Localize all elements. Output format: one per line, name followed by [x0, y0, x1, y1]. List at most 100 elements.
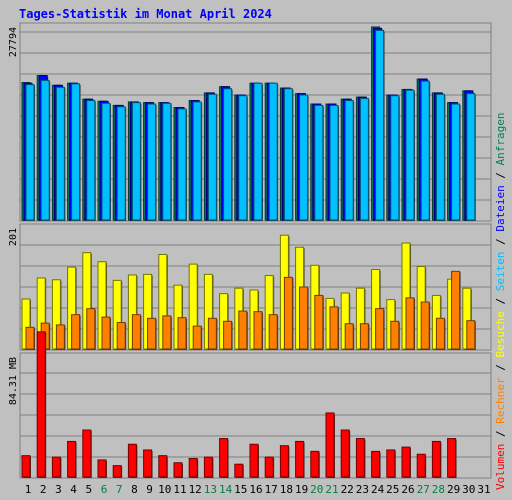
- bar-rechner-day-17: [268, 314, 278, 350]
- x-tick-label: 1: [25, 483, 32, 496]
- bar-volumen-day-3: [51, 456, 61, 478]
- bar-volumen-day-16: [249, 443, 259, 478]
- bar-seiten-day-1: [25, 84, 35, 221]
- bar-volumen-day-20: [310, 450, 320, 478]
- bar-rechner-day-12: [192, 325, 202, 350]
- legend-item-dateien: Dateien: [494, 185, 507, 231]
- bar-volumen-day-13: [203, 456, 213, 478]
- legend-item-seiten: Seiten: [494, 252, 507, 292]
- y-axis-label: 201: [8, 228, 19, 246]
- x-tick-label: 14: [219, 483, 233, 496]
- bar-rechner-day-22: [344, 323, 354, 350]
- bar-seiten-day-10: [162, 102, 172, 221]
- panel-top: 27794: [8, 22, 492, 222]
- bar-rechner-day-1: [25, 326, 35, 350]
- bar-volumen-day-6: [97, 459, 107, 478]
- x-tick-label: 10: [158, 483, 171, 496]
- bar-seiten-day-19: [299, 94, 309, 221]
- bar-seiten-day-17: [268, 82, 278, 221]
- chart-title: Tages-Statistik im Monat April 2024: [19, 7, 272, 21]
- x-tick-label: 26: [401, 483, 414, 496]
- x-tick-label: 2: [40, 483, 47, 496]
- bar-rechner-day-21: [329, 306, 339, 350]
- bar-seiten-day-23: [359, 97, 369, 221]
- bar-rechner-day-4: [71, 314, 81, 350]
- bar-volumen-day-28: [431, 440, 441, 478]
- bar-rechner-day-16: [253, 311, 263, 350]
- legend-separator: /: [494, 424, 507, 444]
- bar-rechner-day-24: [375, 308, 385, 350]
- x-axis-ticks: 1 2 3 4 5 6 7 8 9 10 11 12 13 14 15 16 17 18 19 20 21 22 23 24 2…: [25, 483, 491, 496]
- legend-separator: /: [494, 232, 507, 252]
- bar-rechner-day-6: [101, 316, 111, 350]
- x-tick-label: 22: [341, 483, 354, 496]
- x-tick-label: 11: [173, 483, 186, 496]
- bar-seiten-day-6: [101, 102, 111, 221]
- bar-volumen-day-10: [158, 455, 168, 478]
- bar-volumen-day-12: [188, 457, 198, 478]
- x-tick-label: 21: [325, 483, 338, 496]
- x-tick-label: 31: [477, 483, 490, 496]
- bar-rechner-day-30: [466, 320, 476, 350]
- bar-rechner-day-10: [162, 315, 172, 350]
- legend-separator: /: [494, 165, 507, 185]
- bar-volumen-day-25: [386, 449, 396, 478]
- bar-seiten-day-27: [420, 80, 430, 221]
- bar-seiten-day-22: [344, 100, 354, 221]
- legend-text: Volumen / Rechner / Besuche / Seiten / D…: [494, 112, 507, 490]
- bar-volumen-day-5: [82, 429, 92, 478]
- x-tick-label: 30: [462, 483, 475, 496]
- bar-volumen-day-7: [112, 465, 122, 478]
- x-tick-label: 3: [55, 483, 62, 496]
- bar-seiten-day-4: [71, 83, 81, 221]
- legend-item-besuche: Besuche: [494, 311, 507, 357]
- x-tick-label: 24: [371, 483, 385, 496]
- x-tick-label: 9: [146, 483, 153, 496]
- bar-seiten-day-2: [40, 79, 50, 221]
- bar-seiten-day-24: [375, 29, 385, 221]
- bar-rechner-day-28: [435, 317, 445, 350]
- legend-item-volumen: Volumen: [494, 444, 507, 490]
- bar-volumen-day-23: [355, 438, 365, 478]
- bar-rechner-day-13: [207, 317, 217, 350]
- bar-rechner-day-25: [390, 320, 400, 350]
- bar-seiten-day-28: [435, 93, 445, 221]
- legend-item-rechner: Rechner: [494, 377, 507, 424]
- legend: Volumen / Rechner / Besuche / Seiten / D…: [494, 112, 507, 490]
- x-tick-label: 25: [386, 483, 399, 496]
- x-tick-label: 5: [85, 483, 92, 496]
- bar-seiten-day-25: [390, 95, 400, 221]
- legend-separator: /: [494, 291, 507, 311]
- x-tick-label: 12: [189, 483, 202, 496]
- y-axis-label: 84.31 MB: [8, 357, 19, 405]
- bar-rechner-day-18: [283, 276, 293, 350]
- x-tick-label: 20: [310, 483, 323, 496]
- bar-rechner-day-29: [451, 270, 461, 350]
- bar-volumen-day-15: [234, 463, 244, 478]
- x-tick-label: 18: [280, 483, 293, 496]
- bar-rechner-day-26: [405, 297, 415, 350]
- bar-volumen-day-29: [447, 438, 457, 478]
- x-tick-label: 13: [204, 483, 217, 496]
- bar-seiten-day-9: [147, 103, 157, 221]
- legend-separator: /: [494, 358, 507, 378]
- bar-seiten-day-18: [283, 88, 293, 221]
- x-tick-label: 8: [131, 483, 138, 496]
- bar-seiten-day-11: [177, 108, 187, 221]
- bar-seiten-day-14: [223, 88, 233, 221]
- bar-rechner-day-9: [147, 317, 157, 350]
- x-tick-label: 7: [116, 483, 123, 496]
- x-tick-label: 16: [249, 483, 262, 496]
- bar-rechner-day-7: [116, 322, 126, 350]
- x-tick-label: 28: [432, 483, 445, 496]
- bar-rechner-day-5: [86, 308, 96, 350]
- bar-rechner-day-15: [238, 310, 248, 350]
- bar-volumen-day-9: [143, 449, 153, 478]
- bar-volumen-day-2: [36, 331, 46, 478]
- bar-seiten-day-3: [55, 86, 65, 221]
- bar-rechner-day-23: [359, 323, 369, 350]
- x-tick-label: 15: [234, 483, 247, 496]
- bar-volumen-day-8: [127, 443, 137, 478]
- bar-seiten-day-26: [405, 89, 415, 221]
- bar-volumen-day-24: [371, 450, 381, 478]
